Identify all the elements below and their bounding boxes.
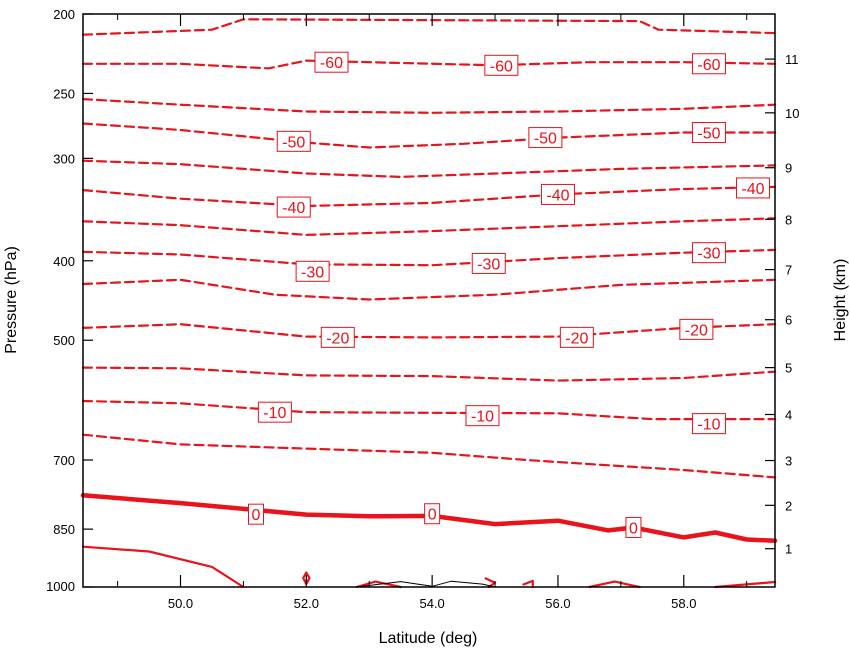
contour-label-box (735, 177, 770, 199)
contour-line (81, 366, 777, 382)
contour-line (81, 122, 777, 149)
y-right-tick-label: 3 (785, 454, 792, 469)
y-right-tick-label: 6 (785, 313, 792, 328)
contour-label: 0 (428, 507, 437, 524)
y-right-tick-label: 1 (785, 542, 792, 557)
contour-line (81, 217, 777, 236)
contour-label: -60 (320, 55, 343, 72)
y-axis-right: 1 2 3 4 5 6 7 8 9 10 11 (765, 52, 799, 557)
x-tick-label: 54.0 (419, 596, 444, 611)
contour-label: -40 (741, 181, 764, 198)
contour-label: -20 (326, 330, 349, 347)
contour-label-box (295, 260, 330, 282)
contour-label: -40 (546, 187, 569, 204)
y-right-tick-label: 5 (785, 361, 792, 376)
contour-line (522, 579, 534, 589)
contour-label-box (679, 318, 714, 340)
contour-line (81, 278, 777, 301)
contour-label: 0 (629, 520, 638, 537)
y-left-tick-label: 250 (53, 86, 75, 101)
contour-label-box (691, 53, 726, 75)
contour-line (81, 323, 777, 339)
contour-label-box (471, 252, 506, 274)
contour-label: -10 (697, 417, 720, 434)
y-left-tick-label: 700 (53, 453, 75, 468)
contour-label-box (276, 130, 311, 152)
y-left-tick-label: 400 (53, 254, 75, 269)
x-tick-label: 50.0 (168, 596, 193, 611)
contour-label-box (625, 516, 642, 538)
y-right-tick-label: 4 (785, 408, 792, 423)
x-tick-label: 56.0 (545, 596, 570, 611)
contour-line (81, 18, 777, 36)
contour-label-box (559, 326, 594, 348)
y-right-tick-label: 8 (785, 212, 792, 227)
x-tick-label: 52.0 (294, 596, 319, 611)
plot-frame (82, 13, 776, 588)
y-left-tick-label: 300 (53, 151, 75, 166)
y-left-tick-label: 850 (53, 522, 75, 537)
contour-label: -50 (282, 134, 305, 151)
contour-line (81, 433, 777, 479)
contour-label: -20 (565, 330, 588, 347)
contour-line (81, 159, 777, 178)
y-right-tick-label: 9 (785, 161, 792, 176)
contour-label: -30 (301, 264, 324, 281)
y-axis-left-title: Pressure (hPa) (3, 246, 20, 354)
x-axis: 50.0 52.0 54.0 56.0 58.0 (117, 14, 748, 611)
contour-label: -10 (263, 405, 286, 422)
y-right-tick-label: 2 (785, 498, 792, 513)
contour-line (356, 580, 496, 588)
contour-label: 0 (252, 507, 261, 524)
contour-line (588, 580, 641, 589)
contour-label: -50 (534, 131, 557, 148)
contour-label-box (691, 122, 726, 144)
contour-line (81, 185, 777, 208)
contour-label-box (314, 51, 349, 73)
contour-label: -30 (697, 246, 720, 263)
contour-line (355, 580, 402, 589)
y-right-tick-label: 11 (785, 52, 799, 67)
y-left-tick-label: 500 (53, 333, 75, 348)
contour-label-box (248, 503, 264, 525)
y-left-tick-label: 1000 (46, 579, 75, 594)
y-right-tick-label: 10 (785, 106, 799, 121)
y-axis-left: 200 250 300 400 500 700 850 1000 (46, 7, 93, 594)
contour-labels: -60 -60 -60 -50 -50 -50 -40 -40 -40 -30 -30 -30 -20 -… (248, 51, 770, 538)
contour-label: -60 (490, 58, 513, 75)
contour-line (81, 98, 777, 114)
contour-lines (80, 18, 778, 589)
contour-label-box (276, 196, 311, 218)
contour-label-box (691, 242, 726, 264)
contour-line (80, 493, 778, 543)
contour-line (81, 248, 777, 267)
contour-label-box (484, 54, 519, 76)
contour-label: -60 (697, 57, 720, 74)
contour-label-box (465, 405, 500, 427)
contour-label: -30 (477, 256, 500, 273)
contour-label-box (424, 503, 441, 525)
contour-line (81, 399, 777, 421)
contour-label: -10 (471, 409, 494, 426)
x-axis-title: Latitude (deg) (379, 630, 478, 647)
y-axis-right-title: Height (km) (832, 259, 849, 342)
contour-label-box (540, 183, 575, 205)
y-left-tick-label: 200 (53, 7, 75, 22)
contour-line (81, 59, 777, 70)
contour-label-box (691, 413, 726, 435)
contour-label: -50 (697, 126, 720, 143)
contour-label-box (320, 326, 355, 348)
y-right-tick-label: 7 (785, 263, 792, 278)
contour-label: -40 (282, 200, 305, 217)
contour-label: -20 (685, 322, 708, 339)
contour-label-box (257, 401, 292, 423)
contour-line (81, 545, 245, 589)
x-tick-label: 58.0 (671, 596, 696, 611)
contour-label-box (528, 127, 563, 149)
contour-line (714, 580, 777, 589)
